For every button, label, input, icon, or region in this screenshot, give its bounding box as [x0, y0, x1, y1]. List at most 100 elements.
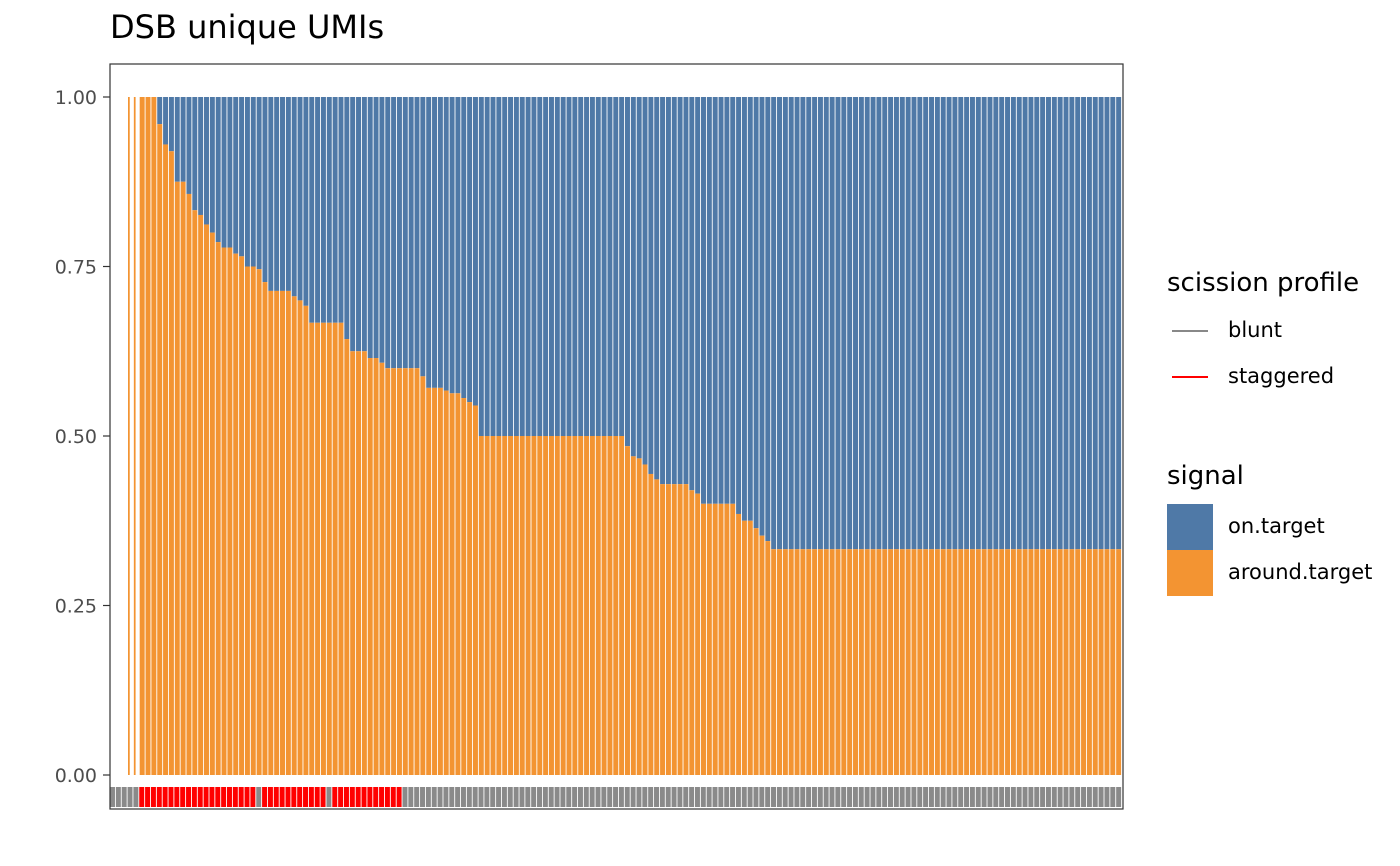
strip-staggered	[390, 787, 396, 807]
bar-around-target	[607, 436, 613, 775]
bar-on-target	[432, 97, 438, 388]
legend-item-on-target: on.target	[1167, 504, 1325, 550]
strip-blunt	[431, 787, 437, 807]
bar-around-target	[513, 436, 519, 775]
bar-around-target	[391, 368, 397, 775]
strip-blunt	[472, 787, 478, 807]
strip-blunt	[847, 787, 853, 807]
bar-around-target	[548, 436, 554, 775]
strip-staggered	[379, 787, 385, 807]
strip-blunt	[501, 787, 507, 807]
bar-around-target	[490, 436, 496, 775]
bar-around-target	[361, 351, 367, 775]
strip-blunt	[806, 787, 812, 807]
strip-blunt	[958, 787, 964, 807]
strip-blunt	[771, 787, 776, 807]
strip-blunt	[1057, 787, 1063, 807]
bar-around-target	[858, 549, 864, 775]
strip-staggered	[396, 787, 402, 807]
bar-around-target	[396, 368, 402, 775]
bar-on-target	[671, 97, 677, 485]
bar-around-target	[911, 549, 917, 775]
strip-blunt	[928, 787, 934, 807]
strip-blunt	[566, 787, 572, 807]
bar-on-target	[455, 97, 461, 394]
bar-on-target	[350, 97, 356, 352]
strip-blunt	[525, 787, 531, 807]
bar-on-target	[320, 97, 326, 323]
strip-blunt	[1081, 787, 1087, 807]
bar-on-target	[677, 97, 683, 485]
strip-blunt	[127, 787, 133, 807]
bar-on-target	[291, 97, 297, 297]
bar-on-target	[262, 97, 268, 283]
bar-around-target	[753, 528, 759, 775]
bar-around-target	[350, 351, 356, 775]
bar-around-target	[192, 210, 198, 775]
strip-staggered	[226, 787, 232, 807]
bar-around-target	[625, 446, 630, 775]
strip-blunt	[466, 787, 472, 807]
bar-around-target	[958, 549, 964, 775]
bar-on-target	[613, 97, 619, 436]
bar-on-target	[806, 97, 812, 550]
legend-scission-profile: scission profile blunt staggered	[1167, 268, 1359, 400]
bar-on-target	[969, 97, 975, 550]
bar-on-target	[847, 97, 853, 550]
bar-on-target	[356, 97, 362, 352]
strip-staggered	[314, 787, 320, 807]
strip-blunt	[683, 787, 689, 807]
strip-blunt	[794, 787, 800, 807]
bar-around-target	[648, 473, 654, 775]
bar-around-target	[437, 387, 443, 775]
legend-label-on-target: on.target	[1228, 514, 1325, 538]
bar-around-target	[578, 436, 584, 775]
strip-blunt	[765, 787, 771, 807]
bar-around-target	[619, 436, 625, 775]
strip-staggered	[262, 787, 268, 807]
bar-around-target	[432, 387, 438, 775]
bar-on-target	[829, 97, 835, 550]
strip-staggered	[273, 787, 279, 807]
bar-around-target	[484, 436, 490, 775]
bar-around-target	[215, 242, 221, 776]
strip-blunt	[542, 787, 548, 807]
bar-on-target	[660, 97, 666, 485]
bar-on-target	[817, 97, 823, 550]
strip-blunt	[1040, 787, 1046, 807]
strip-blunt	[648, 787, 654, 807]
strip-blunt	[110, 787, 115, 807]
strip-blunt	[1086, 787, 1092, 807]
bar-on-target	[788, 97, 794, 550]
bar-around-target	[794, 549, 800, 775]
strip-blunt	[811, 787, 817, 807]
bar-on-target	[250, 97, 256, 267]
bar-on-target	[630, 97, 636, 457]
strip-staggered	[168, 787, 174, 807]
strip-blunt	[706, 787, 712, 807]
strip-blunt	[753, 787, 759, 807]
strip-staggered	[174, 787, 180, 807]
bar-around-target	[449, 393, 455, 775]
strip-blunt	[437, 787, 443, 807]
bar-around-target	[157, 124, 163, 776]
bar-on-target	[344, 97, 350, 340]
bar-around-target	[613, 436, 619, 775]
bar-on-target	[975, 97, 981, 550]
bar-on-target	[1045, 97, 1051, 550]
strip-blunt	[724, 787, 730, 807]
bar-around-target	[689, 490, 695, 775]
bar-around-target	[338, 322, 344, 775]
bar-around-target	[817, 549, 823, 775]
bar-on-target	[297, 97, 303, 301]
strip-blunt	[507, 787, 513, 807]
strip-staggered	[332, 787, 338, 807]
strip-staggered	[267, 787, 273, 807]
bar-around-target	[917, 549, 923, 775]
bar-on-target	[1081, 97, 1087, 550]
bar-on-target	[823, 97, 829, 550]
bar-around-target	[718, 503, 724, 775]
bar-on-target	[414, 97, 420, 369]
strip-staggered	[150, 787, 156, 807]
